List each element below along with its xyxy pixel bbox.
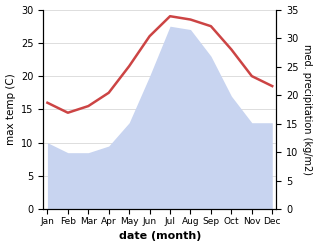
Y-axis label: max temp (C): max temp (C) xyxy=(5,74,16,145)
X-axis label: date (month): date (month) xyxy=(119,231,201,242)
Y-axis label: med. precipitation (kg/m2): med. precipitation (kg/m2) xyxy=(302,44,313,175)
